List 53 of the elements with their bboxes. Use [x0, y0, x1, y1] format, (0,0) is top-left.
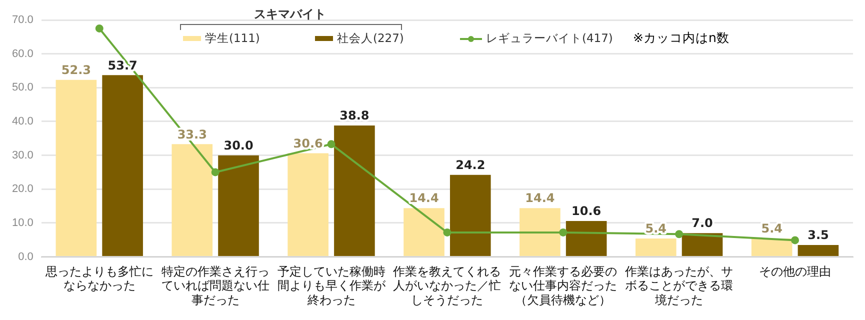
data-label: 38.8: [340, 108, 370, 123]
legend-label: レギュラーバイト(417): [486, 31, 613, 46]
legend-label: 学生(111): [205, 31, 260, 46]
data-label: 30.6: [293, 136, 323, 150]
point: [211, 168, 220, 176]
y-tick-label: 30.0: [12, 149, 34, 162]
bar: [288, 153, 328, 256]
bar: [218, 155, 259, 256]
data-label: 10.6: [572, 204, 602, 218]
data-label: 7.0: [692, 216, 713, 230]
x-tick-label: 元々作業する必要のない仕事内容だった（欠員待機など）: [509, 264, 618, 308]
bar: [102, 75, 143, 256]
legend-title: スキマバイト: [253, 6, 327, 23]
data-label: 52.3: [61, 63, 91, 77]
data-label: 5.4: [645, 222, 667, 236]
y-tick-label: 20.0: [12, 183, 34, 196]
data-label: 14.4: [409, 191, 439, 206]
x-tick-label: 特定の作業さえ行っていれば問題ない仕事だった: [161, 264, 270, 308]
point: [327, 140, 336, 148]
x-tick-label: 予定していた稼働時間よりも早く作業が終わった: [277, 264, 386, 308]
point: [559, 228, 568, 236]
annotation: ※カッコ内はn数: [633, 30, 730, 47]
bar: [798, 244, 839, 256]
bar: [450, 174, 491, 256]
y-tick-label: 40.0: [12, 116, 34, 128]
point: [443, 228, 452, 236]
legend-label: 社会人(227): [337, 31, 404, 46]
bar: [751, 238, 792, 256]
bar: [172, 144, 213, 256]
y-tick-label: 10.0: [12, 217, 34, 230]
x-tick-label: 作業はあったが、サボることができる環境だった: [624, 264, 734, 308]
bar: [404, 208, 444, 256]
x-tick-label: 思ったよりも多忙にならなかった: [44, 264, 154, 293]
point: [791, 236, 800, 244]
x-tick-label: その他の理由: [759, 264, 832, 278]
y-tick-label: 70.0: [12, 14, 34, 26]
point: [675, 230, 684, 238]
bar: [334, 126, 375, 256]
data-label: 5.4: [761, 222, 782, 236]
x-tick-label: 作業を教えてくれる人がいなかった／忙しそうだった: [392, 264, 502, 308]
data-label: 14.4: [525, 191, 555, 206]
point: [95, 24, 104, 32]
data-label: 30.0: [224, 138, 254, 152]
y-tick-label: 60.0: [12, 48, 34, 60]
bar: [635, 238, 676, 256]
data-label: 24.2: [456, 158, 486, 172]
y-tick-label: 0.0: [18, 250, 34, 263]
bar: [682, 233, 723, 256]
bar: [56, 80, 97, 256]
y-tick-label: 50.0: [12, 82, 34, 94]
data-label: 3.5: [808, 228, 829, 242]
bar: [520, 208, 560, 256]
bar: [566, 220, 607, 256]
